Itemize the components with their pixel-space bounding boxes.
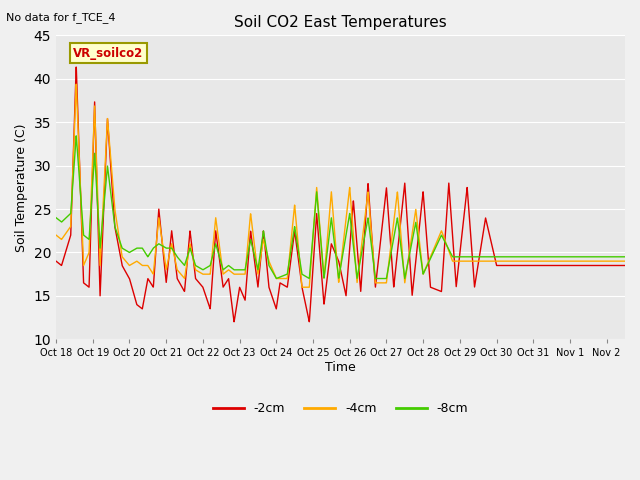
-4cm [422, 264, 430, 270]
-2cm [156, 213, 163, 219]
-8cm [156, 241, 163, 247]
-4cm [298, 284, 306, 290]
-2cm [270, 298, 278, 304]
-4cm [520, 258, 528, 264]
-4cm [156, 220, 163, 226]
-2cm [394, 249, 401, 255]
-4cm [72, 81, 80, 87]
Line: -2cm: -2cm [56, 67, 625, 322]
X-axis label: Time: Time [325, 361, 356, 374]
-2cm [72, 64, 80, 70]
Y-axis label: Soil Temperature (C): Soil Temperature (C) [15, 123, 28, 252]
-2cm [52, 258, 60, 264]
-8cm [52, 215, 60, 221]
Line: -8cm: -8cm [56, 136, 625, 278]
-8cm [394, 216, 401, 221]
-4cm [394, 190, 401, 195]
-8cm [520, 254, 528, 260]
-8cm [422, 264, 430, 270]
-4cm [621, 258, 629, 264]
Title: Soil CO2 East Temperatures: Soil CO2 East Temperatures [234, 15, 447, 30]
-2cm [621, 263, 629, 268]
-8cm [269, 271, 277, 276]
-4cm [477, 258, 484, 264]
-2cm [230, 319, 238, 324]
-4cm [269, 269, 277, 275]
-8cm [72, 133, 80, 139]
Line: -4cm: -4cm [56, 84, 625, 287]
Legend: -2cm, -4cm, -8cm: -2cm, -4cm, -8cm [207, 397, 474, 420]
-8cm [372, 276, 380, 281]
-2cm [477, 245, 484, 251]
-8cm [477, 254, 484, 260]
Text: VR_soilco2: VR_soilco2 [73, 47, 143, 60]
-4cm [52, 232, 60, 238]
Text: No data for f_TCE_4: No data for f_TCE_4 [6, 12, 116, 23]
-2cm [422, 230, 430, 236]
-2cm [520, 263, 528, 268]
-8cm [621, 254, 629, 260]
